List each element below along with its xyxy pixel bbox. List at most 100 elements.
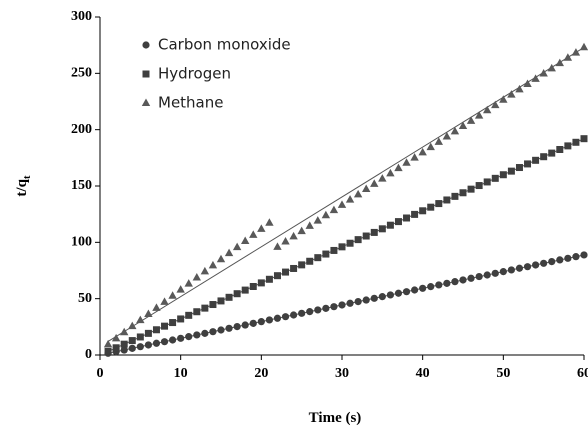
point <box>306 257 314 265</box>
point <box>572 253 580 261</box>
point <box>571 48 581 56</box>
point <box>556 145 564 153</box>
y-label-main: t/q <box>14 178 30 196</box>
point <box>273 242 282 250</box>
point <box>450 126 460 135</box>
point <box>144 329 152 337</box>
point <box>354 236 362 244</box>
point <box>474 111 484 119</box>
point <box>289 231 298 240</box>
point <box>184 279 193 287</box>
point <box>507 266 515 274</box>
point <box>411 286 419 294</box>
x-tick-label: 40 <box>416 366 430 381</box>
point <box>507 90 516 98</box>
point <box>524 160 532 168</box>
point <box>111 333 121 342</box>
x-tick-label: 0 <box>97 366 104 381</box>
point <box>427 203 435 211</box>
point <box>548 149 556 157</box>
point <box>427 283 435 291</box>
point <box>305 221 314 229</box>
point <box>548 257 556 266</box>
point <box>572 138 580 146</box>
point <box>459 276 467 284</box>
y-tick-label: 250 <box>71 66 92 81</box>
point <box>491 174 499 182</box>
point <box>467 185 475 193</box>
point <box>152 303 161 311</box>
point <box>386 168 395 177</box>
point <box>128 344 136 352</box>
point <box>193 308 201 316</box>
fit-line <box>107 46 585 342</box>
point <box>216 254 226 263</box>
point <box>257 224 266 232</box>
point <box>193 331 201 339</box>
point <box>120 340 128 348</box>
point <box>532 261 540 269</box>
point <box>475 272 483 281</box>
point <box>265 275 273 283</box>
point <box>185 333 193 341</box>
point <box>160 338 169 346</box>
point <box>419 284 427 292</box>
point <box>169 319 177 327</box>
point <box>362 184 371 193</box>
y-tick-label: 50 <box>78 291 92 306</box>
point <box>540 259 548 267</box>
point <box>241 321 249 329</box>
point <box>515 264 524 272</box>
point <box>200 266 210 275</box>
point <box>209 328 217 336</box>
point <box>297 226 306 235</box>
point <box>298 261 306 269</box>
point <box>499 171 507 179</box>
legend-marker <box>142 70 150 78</box>
point <box>217 326 225 334</box>
y-tick-label: 100 <box>71 235 92 250</box>
x-tick-label: 20 <box>254 366 268 381</box>
point <box>208 260 218 269</box>
point <box>168 291 177 299</box>
x-tick-label: 60 <box>577 366 588 381</box>
point <box>426 142 435 151</box>
point <box>329 205 339 214</box>
point <box>338 243 346 251</box>
point <box>314 254 322 262</box>
point <box>362 296 370 304</box>
point <box>128 321 137 330</box>
point <box>555 58 564 67</box>
point <box>144 309 153 317</box>
point <box>338 301 346 309</box>
point <box>466 116 476 124</box>
point <box>330 303 338 311</box>
point <box>265 218 274 226</box>
x-tick-label: 30 <box>335 366 349 381</box>
point <box>483 105 492 114</box>
point <box>378 225 386 233</box>
point <box>443 196 451 204</box>
x-tick-label: 50 <box>496 366 510 381</box>
y-axis-label: t/qt <box>14 175 33 197</box>
point <box>161 322 169 330</box>
point <box>177 315 185 323</box>
point <box>475 182 483 190</box>
point <box>192 272 201 281</box>
point <box>217 297 225 305</box>
point <box>442 132 452 140</box>
point <box>547 63 556 72</box>
point <box>515 84 524 93</box>
point <box>402 288 411 296</box>
point <box>386 221 394 229</box>
point <box>273 314 282 322</box>
point <box>225 324 233 332</box>
legend-label: Carbon monoxide <box>158 36 291 54</box>
point <box>282 268 290 276</box>
point <box>265 316 273 324</box>
point <box>321 210 331 219</box>
point <box>458 121 468 130</box>
legend-marker <box>142 41 150 49</box>
point <box>394 218 402 226</box>
point <box>144 341 152 349</box>
